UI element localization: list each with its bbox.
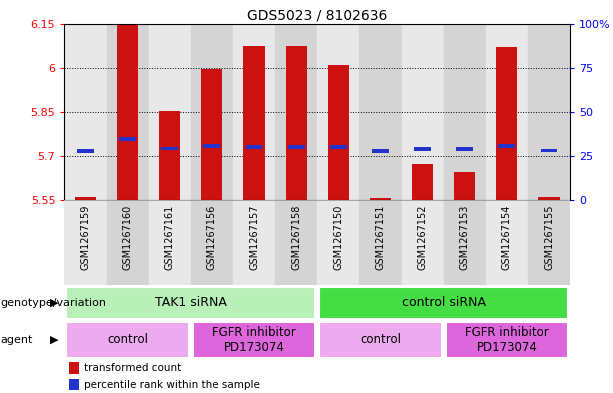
Bar bbox=[77, 149, 94, 152]
Bar bbox=[497, 47, 517, 200]
Bar bbox=[485, 24, 528, 200]
Text: GSM1267150: GSM1267150 bbox=[333, 205, 343, 270]
Bar bbox=[66, 322, 189, 358]
Bar bbox=[485, 24, 528, 200]
Bar bbox=[286, 46, 306, 200]
Bar bbox=[64, 24, 107, 200]
Bar bbox=[275, 24, 318, 200]
Bar bbox=[66, 287, 315, 318]
Text: agent: agent bbox=[1, 335, 33, 345]
Bar bbox=[233, 24, 275, 200]
Bar bbox=[191, 24, 233, 200]
Text: GSM1267157: GSM1267157 bbox=[249, 205, 259, 270]
Text: GSM1267160: GSM1267160 bbox=[123, 205, 132, 270]
Bar bbox=[330, 145, 347, 149]
Text: GSM1267153: GSM1267153 bbox=[460, 205, 470, 270]
Bar bbox=[444, 24, 485, 200]
Bar bbox=[64, 24, 107, 200]
Bar bbox=[372, 149, 389, 152]
Bar bbox=[498, 145, 516, 148]
Text: GSM1267159: GSM1267159 bbox=[80, 205, 91, 270]
Bar bbox=[359, 200, 402, 285]
Text: transformed count: transformed count bbox=[83, 363, 181, 373]
Bar bbox=[318, 24, 359, 200]
Text: FGFR inhibitor
PD173074: FGFR inhibitor PD173074 bbox=[212, 326, 296, 354]
Bar bbox=[148, 200, 191, 285]
Bar bbox=[528, 200, 570, 285]
Bar bbox=[528, 24, 570, 200]
Bar bbox=[107, 24, 148, 200]
Bar bbox=[287, 145, 305, 149]
Bar bbox=[402, 200, 444, 285]
Text: GSM1267154: GSM1267154 bbox=[502, 205, 512, 270]
Bar bbox=[201, 69, 223, 200]
Bar bbox=[275, 24, 318, 200]
Bar bbox=[243, 46, 265, 200]
Bar bbox=[107, 200, 148, 285]
Text: genotype/variation: genotype/variation bbox=[1, 298, 107, 308]
Bar bbox=[370, 198, 391, 200]
Bar bbox=[328, 65, 349, 200]
Text: GSM1267152: GSM1267152 bbox=[417, 205, 428, 270]
Text: GSM1267161: GSM1267161 bbox=[165, 205, 175, 270]
Text: percentile rank within the sample: percentile rank within the sample bbox=[83, 380, 259, 389]
Text: GSM1267151: GSM1267151 bbox=[375, 205, 386, 270]
Bar bbox=[119, 138, 136, 141]
Bar bbox=[69, 362, 78, 374]
Bar bbox=[456, 147, 473, 151]
Text: FGFR inhibitor
PD173074: FGFR inhibitor PD173074 bbox=[465, 326, 549, 354]
Bar bbox=[161, 147, 178, 150]
Text: TAK1 siRNA: TAK1 siRNA bbox=[155, 296, 227, 309]
Bar bbox=[107, 24, 148, 200]
Title: GDS5023 / 8102636: GDS5023 / 8102636 bbox=[247, 8, 387, 22]
Text: GSM1267156: GSM1267156 bbox=[207, 205, 217, 270]
Bar bbox=[233, 200, 275, 285]
Bar bbox=[117, 24, 138, 200]
Bar bbox=[233, 24, 275, 200]
Bar bbox=[319, 287, 568, 318]
Bar bbox=[191, 200, 233, 285]
Bar bbox=[402, 24, 444, 200]
Bar bbox=[402, 24, 444, 200]
Text: GSM1267155: GSM1267155 bbox=[544, 205, 554, 270]
Bar bbox=[446, 322, 568, 358]
Bar bbox=[414, 147, 431, 151]
Bar bbox=[159, 110, 180, 200]
Bar bbox=[318, 200, 359, 285]
Bar bbox=[193, 322, 315, 358]
Bar bbox=[75, 196, 96, 200]
Bar bbox=[444, 24, 485, 200]
Text: ▶: ▶ bbox=[50, 298, 58, 308]
Bar bbox=[454, 173, 475, 200]
Bar bbox=[204, 145, 220, 148]
Bar bbox=[485, 200, 528, 285]
Bar bbox=[275, 200, 318, 285]
Bar bbox=[359, 24, 402, 200]
Bar bbox=[246, 145, 262, 149]
Text: control siRNA: control siRNA bbox=[402, 296, 485, 309]
Bar bbox=[318, 24, 359, 200]
Bar bbox=[359, 24, 402, 200]
Text: GSM1267158: GSM1267158 bbox=[291, 205, 301, 270]
Bar bbox=[528, 24, 570, 200]
Bar bbox=[319, 322, 441, 358]
Bar bbox=[148, 24, 191, 200]
Text: control: control bbox=[107, 333, 148, 347]
Bar bbox=[69, 378, 78, 390]
Text: ▶: ▶ bbox=[50, 335, 58, 345]
Bar bbox=[148, 24, 191, 200]
Bar bbox=[541, 149, 557, 152]
Bar bbox=[191, 24, 233, 200]
Bar bbox=[64, 200, 107, 285]
Bar bbox=[412, 163, 433, 200]
Text: control: control bbox=[360, 333, 401, 347]
Bar bbox=[538, 196, 560, 200]
Bar bbox=[444, 200, 485, 285]
